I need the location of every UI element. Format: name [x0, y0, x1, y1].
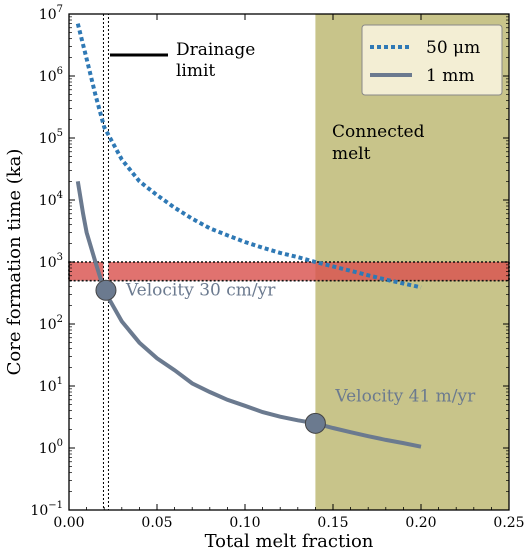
connected-melt-label-line-1: Connected	[332, 122, 425, 142]
series-line-2	[75, 180, 422, 449]
velocity-label-1: Velocity 30 cm/yr	[125, 280, 276, 300]
series-line-1	[75, 23, 422, 290]
x-axis-title: Total melt fraction	[205, 531, 374, 552]
x-tick-label-2: 0.10	[229, 515, 260, 531]
y-tick-label-7: 106	[39, 66, 63, 85]
y-tick-label-0: 10−1	[30, 500, 63, 519]
velocity-label-2: Velocity 41 m/yr	[334, 386, 476, 406]
velocity-marker-1	[95, 279, 117, 301]
y-tick-label-2: 101	[39, 376, 63, 395]
y-tick-label-3: 102	[39, 314, 63, 333]
x-tick-label-3: 0.15	[317, 515, 348, 531]
legend-label-2: 1 mm	[426, 66, 474, 86]
x-tick-label-0: 0.00	[53, 515, 84, 531]
y-axis-title: Core formation time (ka)	[4, 149, 25, 376]
drainage-label-line-2: limit	[176, 61, 215, 81]
y-tick-label-6: 105	[39, 128, 63, 147]
x-tick-label-1: 0.05	[141, 515, 172, 531]
drainage-label-line-1: Drainage	[176, 40, 255, 60]
series-group	[75, 23, 422, 449]
connected-melt-label-line-2: melt	[332, 144, 371, 164]
x-tick-label-5: 0.25	[493, 515, 524, 531]
velocity-marker-2	[304, 412, 326, 434]
legend-label-1: 50 μm	[426, 38, 480, 58]
y-tick-label-1: 100	[39, 438, 63, 457]
target-time-band	[68, 261, 510, 282]
legend-box	[361, 24, 503, 96]
y-tick-label-8: 107	[39, 4, 63, 23]
y-tick-label-4: 103	[39, 252, 63, 271]
legend: 50 μm 1 mm	[361, 24, 503, 96]
y-tick-label-5: 104	[39, 190, 63, 209]
x-tick-label-4: 0.20	[405, 515, 436, 531]
drainage-limit-line	[102, 13, 109, 511]
